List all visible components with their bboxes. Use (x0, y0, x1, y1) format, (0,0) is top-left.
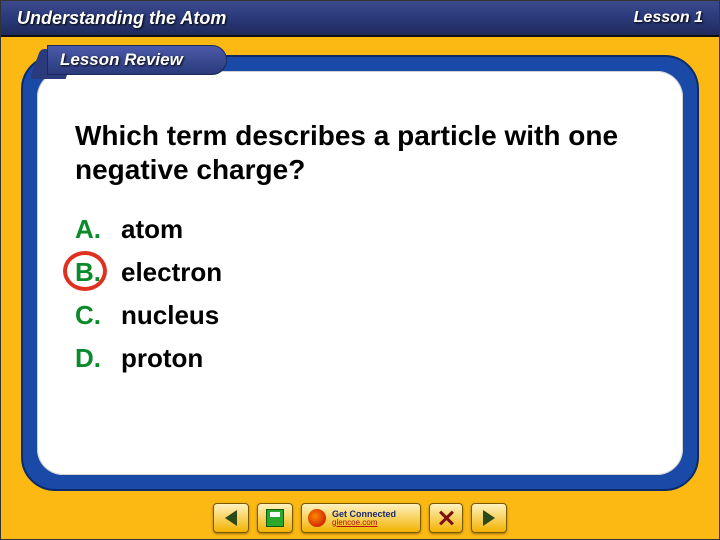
lesson-review-tab: Lesson Review (47, 45, 237, 79)
save-button[interactable] (257, 503, 293, 533)
answer-letter: B. (75, 257, 121, 288)
next-button[interactable] (471, 503, 507, 533)
content-frame: Which term describes a particle with one… (21, 55, 699, 491)
swirl-icon (308, 509, 326, 527)
connect-label: Get Connected glencoe.com (332, 510, 396, 527)
chevron-right-icon (483, 510, 495, 526)
connect-line2: glencoe.com (332, 519, 396, 527)
tab-label: Lesson Review (47, 45, 227, 75)
disk-icon (266, 509, 284, 527)
answer-option[interactable]: A. atom (75, 214, 645, 245)
get-connected-button[interactable]: Get Connected glencoe.com (301, 503, 421, 533)
header-bar: Understanding the Atom Lesson 1 (1, 1, 719, 37)
answer-text: electron (121, 257, 222, 288)
answer-letter: A. (75, 214, 121, 245)
content-panel: Which term describes a particle with one… (37, 71, 683, 475)
answer-option[interactable]: D. proton (75, 343, 645, 374)
answer-text: atom (121, 214, 183, 245)
close-icon (438, 510, 454, 526)
answer-text: proton (121, 343, 203, 374)
slide: Understanding the Atom Lesson 1 Which te… (0, 0, 720, 540)
answer-list: A. atom B. electron C. nucleus D. proton (75, 214, 645, 374)
answer-text: nucleus (121, 300, 219, 331)
close-button[interactable] (429, 503, 463, 533)
footer-toolbar: Get Connected glencoe.com (1, 497, 719, 539)
prev-button[interactable] (213, 503, 249, 533)
answer-option[interactable]: B. electron (75, 257, 645, 288)
lesson-label: Lesson 1 (634, 9, 703, 27)
chevron-left-icon (225, 510, 237, 526)
header-title: Understanding the Atom (17, 8, 226, 29)
answer-option[interactable]: C. nucleus (75, 300, 645, 331)
answer-letter: C. (75, 300, 121, 331)
answer-letter: D. (75, 343, 121, 374)
question-text: Which term describes a particle with one… (75, 119, 645, 186)
